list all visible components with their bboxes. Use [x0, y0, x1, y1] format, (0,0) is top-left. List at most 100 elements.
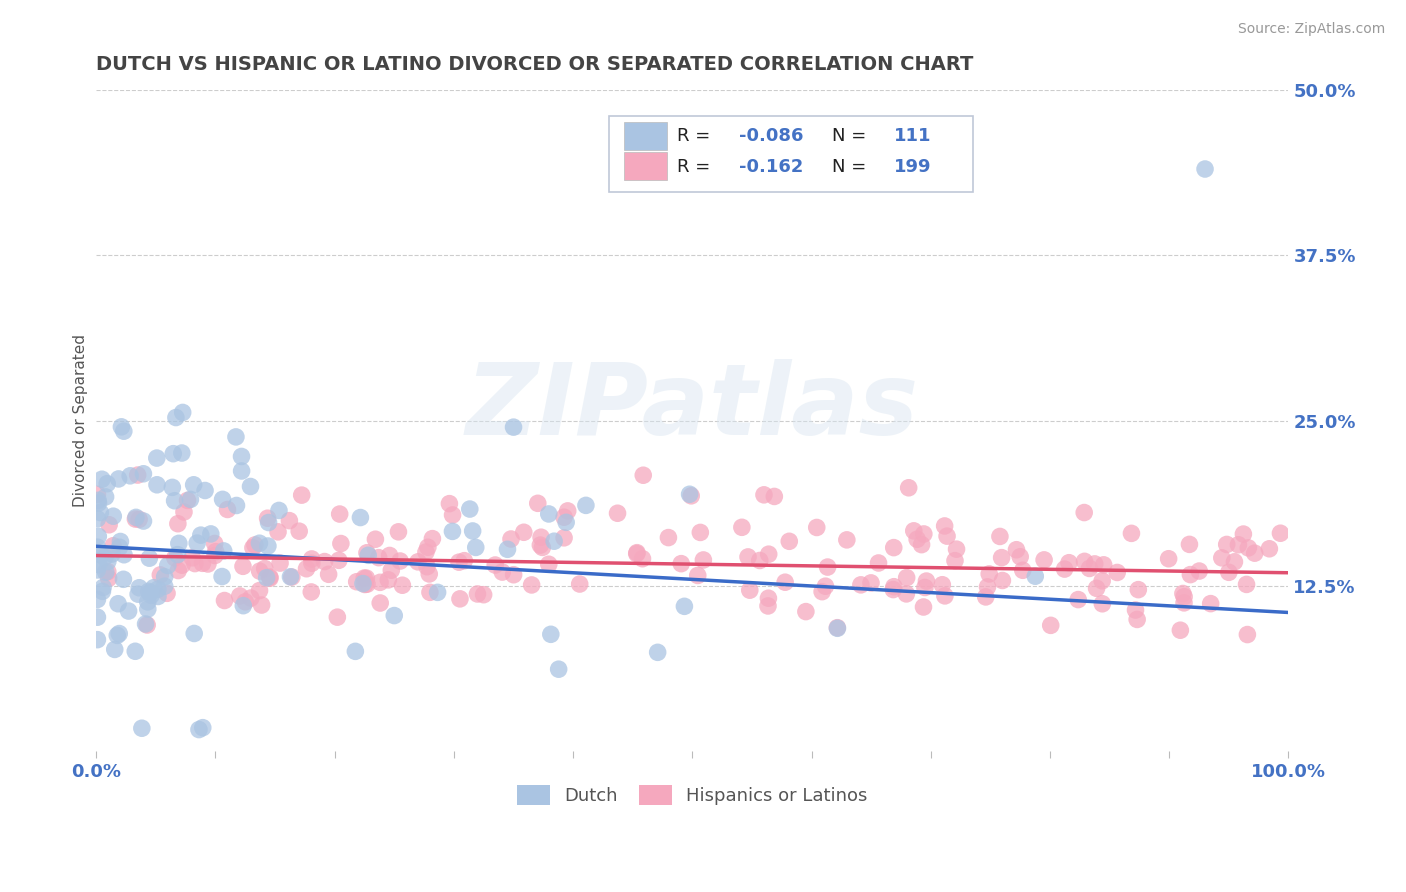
Point: [112, 548, 135, 562]
Point: [267, 503, 290, 517]
Point: [934, 589, 956, 603]
Point: [671, 557, 693, 571]
Point: [86, 540, 108, 554]
Point: [278, 514, 301, 528]
Point: [146, 590, 169, 604]
Point: [1067, 592, 1090, 607]
Point: [520, 578, 543, 592]
Point: [167, 536, 190, 550]
Point: [204, 536, 226, 550]
Point: [124, 512, 146, 526]
Point: [647, 645, 669, 659]
Point: [97, 571, 120, 585]
Point: [903, 524, 925, 538]
Point: [419, 585, 441, 599]
Point: [90, 548, 112, 562]
Point: [467, 587, 489, 601]
Point: [689, 525, 711, 540]
Point: [356, 577, 378, 591]
Point: [391, 578, 413, 592]
Point: [547, 662, 569, 676]
Point: [188, 723, 211, 737]
Point: [1258, 541, 1281, 556]
Point: [657, 531, 679, 545]
Point: [135, 617, 157, 632]
Point: [356, 571, 378, 585]
Point: [979, 566, 1001, 581]
Point: [139, 585, 162, 599]
Point: [1199, 597, 1222, 611]
Point: [112, 424, 135, 438]
Point: [1073, 506, 1095, 520]
Point: [531, 541, 554, 555]
Point: [1211, 550, 1233, 565]
Point: [94, 550, 117, 565]
Point: [138, 551, 160, 566]
Point: [673, 599, 696, 614]
Point: [773, 575, 796, 590]
Point: [256, 571, 278, 585]
Point: [86, 610, 108, 624]
Point: [191, 557, 214, 571]
Point: [794, 605, 817, 619]
Point: [200, 527, 222, 541]
Point: [496, 542, 519, 557]
Point: [104, 642, 127, 657]
Point: [883, 580, 905, 594]
Point: [132, 514, 155, 528]
Point: [249, 564, 271, 578]
Point: [156, 586, 179, 600]
Point: [128, 512, 150, 526]
Point: [1085, 582, 1108, 596]
Point: [382, 608, 405, 623]
Point: [91, 581, 114, 595]
Point: [991, 574, 1014, 588]
Point: [167, 564, 190, 578]
Point: [778, 534, 800, 549]
Point: [530, 530, 553, 544]
Point: [553, 510, 575, 524]
Point: [537, 558, 560, 572]
Point: [1243, 546, 1265, 560]
Point: [1010, 549, 1032, 564]
Point: [1215, 537, 1237, 551]
Point: [96, 476, 118, 491]
Point: [170, 446, 193, 460]
Point: [97, 565, 120, 579]
Point: [686, 568, 709, 582]
Point: [86, 632, 108, 647]
Point: [301, 556, 323, 570]
Point: [239, 479, 262, 493]
Point: [301, 552, 323, 566]
Point: [368, 596, 391, 610]
Point: [976, 580, 998, 594]
Legend: Dutch, Hispanics or Latinos: Dutch, Hispanics or Latinos: [510, 778, 875, 812]
Point: [197, 557, 219, 571]
Point: [896, 587, 918, 601]
Point: [91, 584, 114, 599]
Point: [125, 510, 148, 524]
Point: [87, 558, 110, 572]
Point: [107, 472, 129, 486]
Point: [936, 529, 959, 543]
Point: [87, 493, 110, 508]
Point: [233, 595, 256, 609]
Point: [239, 591, 262, 605]
Point: [167, 516, 190, 531]
Point: [1126, 612, 1149, 626]
Point: [453, 554, 475, 568]
Point: [229, 589, 252, 603]
Point: [120, 468, 142, 483]
Point: [269, 556, 291, 570]
Point: [422, 532, 444, 546]
Point: [896, 571, 918, 585]
Point: [186, 536, 208, 550]
Point: [931, 578, 953, 592]
Point: [259, 571, 281, 585]
Point: [204, 544, 226, 558]
Point: [131, 721, 153, 735]
Point: [211, 492, 233, 507]
Point: [1107, 566, 1129, 580]
Point: [281, 570, 304, 584]
Point: [988, 529, 1011, 543]
